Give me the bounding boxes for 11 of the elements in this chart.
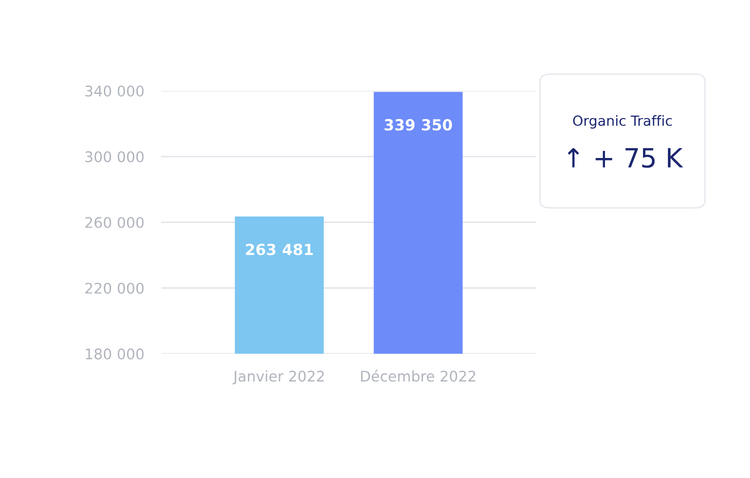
x-tick-label: Décembre 2022	[361, 370, 476, 382]
y-tick-label: 180 000	[86, 348, 144, 360]
data-label: 263 481	[246, 244, 313, 256]
y-tick-label: 260 000	[85, 216, 144, 228]
y-tick-label: 220 000	[85, 282, 144, 294]
y-tick-label: 300 000	[85, 151, 144, 162]
text: Organic Traffic	[573, 115, 672, 129]
y-tick-label: 340 000	[85, 86, 144, 97]
data-label: 339 350	[384, 119, 452, 131]
x-tick-label: Janvier 2022	[232, 370, 324, 384]
text: ↑ + 75 K	[568, 148, 684, 168]
